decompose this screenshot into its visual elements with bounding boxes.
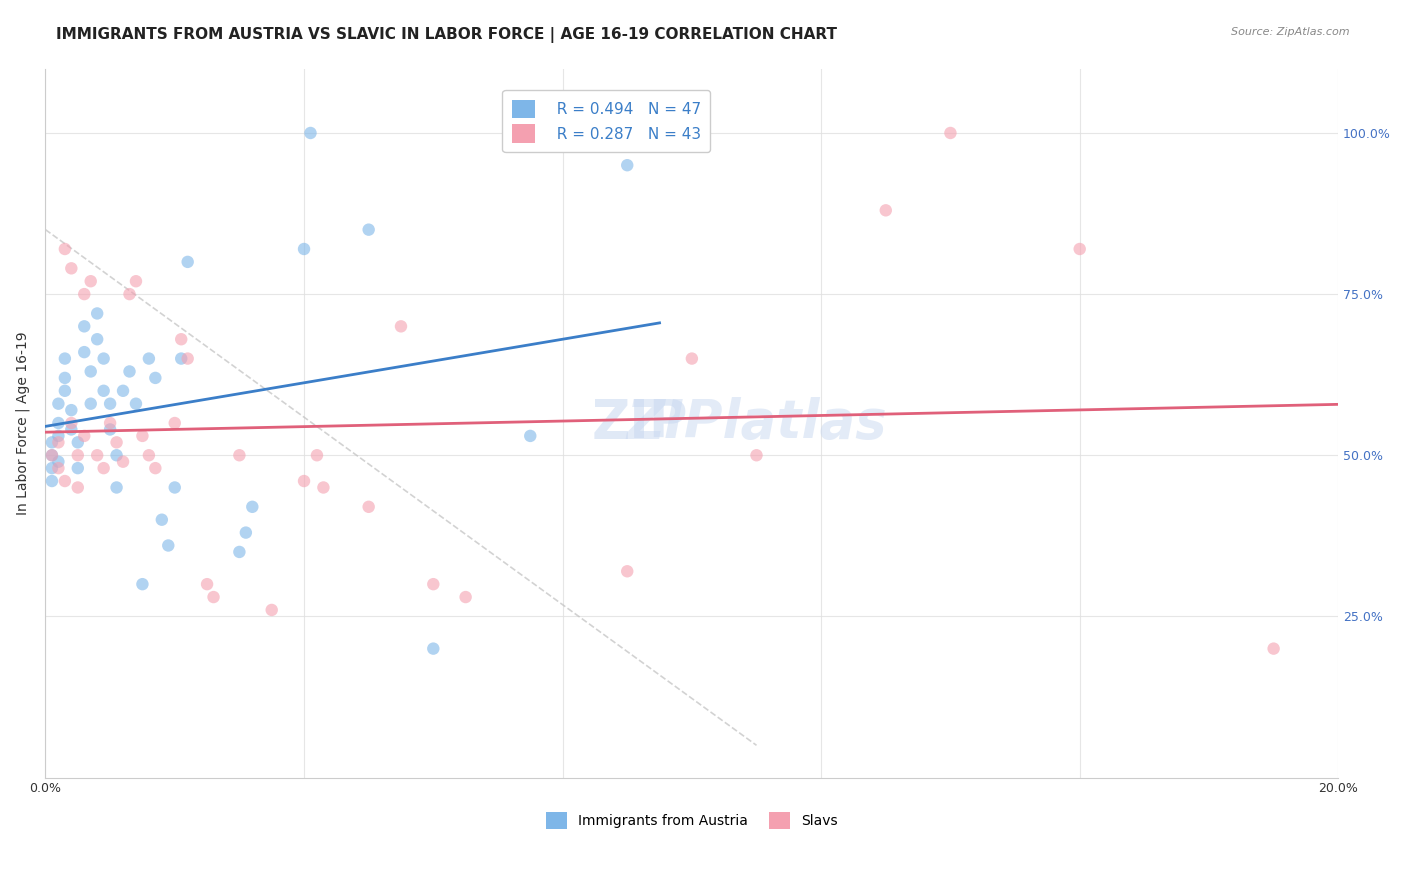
Point (66, 448, 89, 462)
Point (143, 371, 166, 385)
Point (41, 448, 63, 462)
Point (60, 403, 83, 417)
Point (60, 261, 83, 276)
Text: IMMIGRANTS FROM AUSTRIA VS SLAVIC IN LABOR FORCE | AGE 16-19 CORRELATION CHART: IMMIGRANTS FROM AUSTRIA VS SLAVIC IN LAB… (56, 27, 837, 43)
Point (616, 564, 638, 578)
Point (41, 435, 63, 450)
Point (138, 351, 160, 366)
Point (53, 384, 76, 398)
Point (105, 435, 128, 450)
Point (73, 429, 96, 443)
Point (73, 345, 96, 359)
Point (105, 481, 128, 495)
Point (1069, 242, 1091, 256)
Point (163, 481, 186, 495)
Point (73, 287, 96, 301)
Point (80, 397, 103, 411)
Point (53, 371, 76, 385)
Point (131, 577, 153, 591)
Point (93, 384, 115, 398)
Point (73, 319, 96, 334)
Point (357, 500, 380, 514)
Point (228, 448, 250, 462)
Text: ZIP: ZIP (592, 397, 689, 449)
Point (305, 448, 328, 462)
Point (48, 455, 70, 469)
Point (125, 397, 148, 411)
Point (454, 590, 477, 604)
Point (60, 416, 83, 430)
Point (41, 461, 63, 475)
Point (93, 461, 115, 475)
Point (86, 306, 108, 320)
Point (86, 332, 108, 346)
Point (80, 364, 103, 378)
Point (195, 577, 218, 591)
Point (389, 319, 412, 334)
Point (66, 461, 89, 475)
Point (48, 461, 70, 475)
Point (41, 448, 63, 462)
Point (105, 448, 128, 462)
Point (53, 242, 76, 256)
Point (80, 274, 103, 288)
Point (98, 397, 121, 411)
Point (48, 429, 70, 443)
Point (299, 126, 322, 140)
Point (143, 461, 166, 475)
Point (48, 397, 70, 411)
Point (66, 481, 89, 495)
Point (170, 351, 193, 366)
Point (235, 525, 257, 540)
Point (260, 603, 283, 617)
Point (53, 474, 76, 488)
Point (48, 416, 70, 430)
Point (98, 416, 121, 430)
Point (118, 364, 141, 378)
Point (170, 332, 193, 346)
Point (53, 351, 76, 366)
Point (131, 429, 153, 443)
Point (176, 351, 198, 366)
Point (157, 539, 180, 553)
Point (60, 422, 83, 436)
Point (312, 481, 335, 495)
Point (357, 222, 380, 236)
Y-axis label: In Labor Force | Age 16-19: In Labor Force | Age 16-19 (15, 331, 30, 515)
Point (176, 255, 198, 269)
Text: ZIPlatlas: ZIPlatlas (626, 397, 887, 449)
Point (292, 474, 315, 488)
Point (422, 641, 444, 656)
Legend: Immigrants from Austria, Slavs: Immigrants from Austria, Slavs (541, 806, 844, 834)
Point (48, 435, 70, 450)
Point (202, 590, 225, 604)
Point (150, 513, 173, 527)
Point (86, 448, 108, 462)
Point (112, 455, 135, 469)
Text: Source: ZipAtlas.com: Source: ZipAtlas.com (1232, 27, 1350, 37)
Point (939, 126, 962, 140)
Point (98, 422, 121, 436)
Point (745, 448, 768, 462)
Point (292, 242, 315, 256)
Point (422, 577, 444, 591)
Point (41, 474, 63, 488)
Point (112, 384, 135, 398)
Point (118, 287, 141, 301)
Point (519, 429, 541, 443)
Point (66, 435, 89, 450)
Point (125, 274, 148, 288)
Point (93, 351, 115, 366)
Point (138, 448, 160, 462)
Point (228, 545, 250, 559)
Point (163, 416, 186, 430)
Point (681, 351, 703, 366)
Point (875, 203, 897, 218)
Point (1263, 641, 1285, 656)
Point (616, 158, 638, 172)
Point (240, 500, 263, 514)
